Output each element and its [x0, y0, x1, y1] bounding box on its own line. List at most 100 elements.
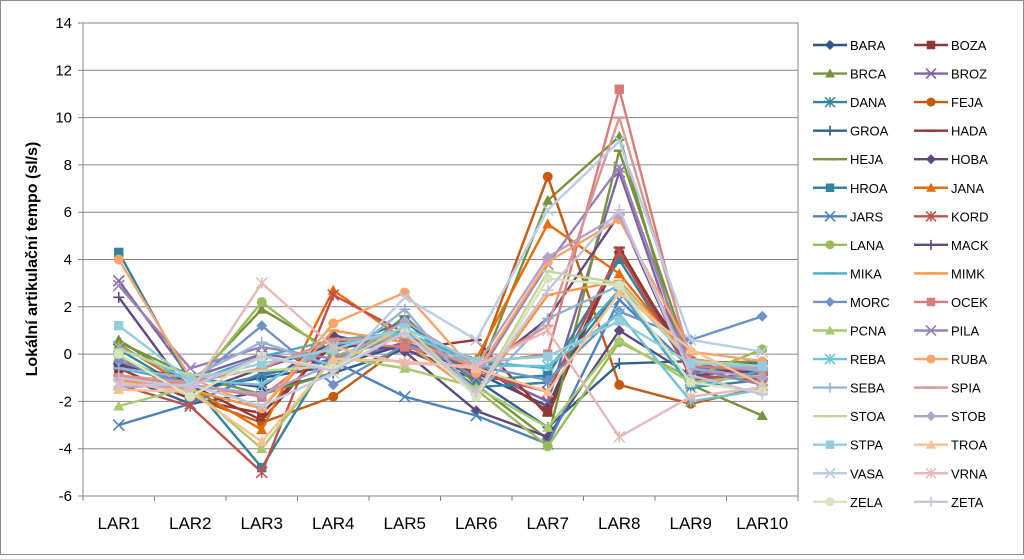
legend-marker	[825, 414, 835, 418]
data-point	[684, 390, 697, 403]
data-point	[327, 340, 340, 354]
legend-label: HOBA	[951, 152, 988, 167]
legend-label: REBA	[850, 352, 886, 367]
data-point	[256, 388, 268, 400]
data-point	[256, 424, 268, 435]
data-point	[185, 375, 195, 385]
data-point	[328, 318, 339, 329]
data-point	[542, 270, 554, 273]
data-point	[256, 297, 267, 308]
legend-marker	[824, 353, 836, 365]
data-point	[113, 372, 125, 384]
legend-label: JARS	[850, 209, 884, 224]
data-point	[256, 369, 268, 372]
data-point	[327, 329, 339, 332]
data-point	[256, 443, 268, 454]
legend-item: RUBA	[914, 352, 987, 367]
legend-item: ZETA	[914, 495, 984, 510]
legend-marker	[926, 272, 936, 275]
legend-label: MORC	[850, 295, 890, 310]
legend-label: VASA	[850, 466, 884, 481]
legend-marker	[825, 382, 835, 393]
data-point	[470, 409, 483, 422]
legend-label: KORD	[951, 209, 989, 224]
legend-item: MIMK	[914, 266, 985, 281]
legend-marker	[825, 497, 835, 507]
legend-item: SPIA	[914, 381, 981, 396]
data-point	[255, 400, 268, 413]
data-point	[256, 320, 268, 332]
series-line	[118, 208, 763, 396]
data-point	[542, 414, 554, 417]
data-point	[685, 343, 697, 354]
y-tick-label: 12	[55, 62, 72, 79]
data-point	[542, 251, 554, 263]
legend-item: STPA	[813, 438, 883, 453]
legend-marker	[926, 182, 936, 192]
legend-marker	[925, 210, 937, 222]
data-point	[255, 378, 268, 391]
data-point	[113, 291, 125, 303]
legend-marker	[825, 240, 835, 250]
legend-marker	[926, 496, 936, 507]
legend-item: HROA	[813, 181, 888, 196]
data-point	[757, 361, 767, 371]
data-point	[113, 349, 124, 360]
y-tick-label: -6	[59, 488, 72, 505]
data-point	[542, 374, 554, 386]
y-tick-label: -2	[59, 393, 72, 410]
data-point	[756, 372, 768, 384]
data-point	[613, 268, 625, 279]
legend-label: BROZ	[951, 67, 987, 82]
legend-item: HADA	[914, 124, 987, 139]
legend-label: BRCA	[850, 67, 886, 82]
legend-marker	[926, 411, 936, 422]
data-point	[613, 161, 626, 174]
legend-label: STOB	[951, 409, 986, 424]
data-point	[614, 316, 624, 326]
data-point	[541, 203, 554, 216]
legend-marker	[925, 324, 937, 337]
legend-marker	[825, 68, 835, 78]
data-point	[255, 466, 268, 479]
data-point	[470, 359, 483, 372]
data-point	[613, 358, 625, 370]
legend-label: ZETA	[951, 495, 984, 510]
data-point	[327, 379, 339, 391]
legend-item: JANA	[914, 181, 985, 196]
series-line	[118, 140, 763, 408]
data-point	[542, 386, 554, 397]
legend-label: MIMK	[951, 266, 985, 281]
data-point	[113, 355, 125, 367]
data-point	[256, 303, 268, 314]
data-point	[613, 287, 625, 298]
data-point	[614, 254, 624, 265]
data-point	[542, 171, 553, 182]
data-point	[543, 406, 553, 416]
data-point	[400, 342, 410, 352]
data-point	[756, 310, 768, 322]
data-point	[470, 386, 482, 398]
data-point	[112, 418, 125, 432]
data-point	[543, 351, 553, 362]
x-axis-ticks: LAR1 LAR2 LAR3 LAR4 LAR5 LAR6 LAR7 LAR8 LAR9 LAR1…	[82, 496, 799, 533]
data-point	[327, 365, 339, 377]
data-point	[399, 327, 411, 339]
legend-item: JARS	[813, 209, 884, 224]
legend-item: VRNA	[914, 466, 987, 481]
x-tick-label: LAR2	[169, 514, 212, 533]
data-point	[614, 280, 625, 291]
data-point	[112, 279, 125, 292]
data-point	[542, 194, 554, 205]
y-tick-label: 4	[64, 252, 72, 269]
series-zeta	[113, 204, 768, 400]
legend-label: PILA	[951, 324, 980, 339]
legend-item: BARA	[813, 38, 886, 53]
legend-label: DANA	[850, 95, 886, 110]
legend-label: HEJA	[850, 152, 884, 167]
legend-marker	[926, 97, 936, 107]
y-tick-label: -4	[59, 441, 72, 458]
data-point	[398, 357, 411, 370]
legend-marker	[926, 40, 936, 50]
data-point	[613, 116, 625, 119]
